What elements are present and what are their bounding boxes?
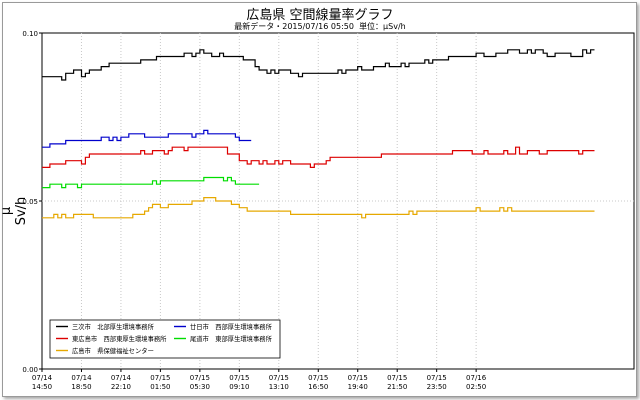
x-tick-time: 18:50	[71, 383, 91, 391]
x-tick-date: 07/15	[190, 374, 210, 382]
x-tick-date: 07/15	[269, 374, 289, 382]
x-tick-time: 19:40	[348, 383, 368, 391]
x-tick-time: 21:50	[387, 383, 407, 391]
x-tick-time: 05:30	[190, 383, 210, 391]
x-tick-time: 13:10	[269, 383, 289, 391]
y-tick-label: 0.10	[22, 30, 38, 38]
x-tick-time: 14:50	[32, 383, 52, 391]
series-line-4	[42, 176, 260, 189]
y-tick-label: 0.05	[22, 198, 38, 206]
legend-box	[49, 319, 281, 359]
series-line-2	[42, 129, 252, 148]
x-tick-date: 07/15	[308, 374, 328, 382]
series-line-3	[42, 146, 595, 168]
legend-item: 尾道市 東部厚生環境事務所	[174, 334, 273, 343]
chart-subtitle: 最新データ・2015/07/16 05:50 単位：μSv/h	[0, 21, 640, 32]
x-tick-date: 07/16	[466, 374, 487, 382]
x-tick-date: 07/14	[32, 374, 53, 382]
x-tick-date: 07/15	[387, 374, 407, 382]
x-tick-time: 22:10	[111, 383, 131, 391]
chart-title: 広島県 空間線量率グラフ	[246, 8, 394, 23]
x-tick-date: 07/15	[150, 374, 170, 382]
legend-item: 廿日市 西部厚生環境事務所	[174, 322, 273, 331]
x-tick-date: 07/15	[427, 374, 447, 382]
legend-label: 三次市 北部厚生環境事務所	[72, 322, 155, 331]
legend-item: 三次市 北部厚生環境事務所	[56, 322, 155, 331]
x-tick-date: 07/15	[348, 374, 368, 382]
legend-label: 広島市 県保健福祉センター	[72, 346, 154, 355]
legend-label: 尾道市 東部厚生環境事務所	[190, 334, 273, 343]
y-tick-label: 0.00	[22, 366, 38, 374]
legend-item: 東広島市 西部東厚生環境事務所	[56, 334, 167, 343]
x-tick-time: 01:50	[150, 383, 170, 391]
x-tick-time: 23:50	[427, 383, 447, 391]
x-tick-date: 07/14	[71, 374, 92, 382]
x-tick-time: 16:50	[308, 383, 328, 391]
plot-area	[41, 32, 635, 370]
series-line-1	[42, 49, 595, 81]
legend-item: 広島市 県保健福祉センター	[56, 346, 154, 355]
x-tick-time: 02:50	[466, 383, 486, 391]
x-tick-time: 09:10	[229, 383, 249, 391]
legend-label: 廿日市 西部厚生環境事務所	[190, 322, 273, 331]
series-line-5	[42, 197, 595, 219]
legend-label: 東広島市 西部東厚生環境事務所	[72, 334, 167, 343]
latest-data-label: 最新データ・2015/07/16 05:50	[234, 22, 354, 31]
x-tick-date: 07/14	[111, 374, 132, 382]
x-tick-date: 07/15	[229, 374, 249, 382]
unit-label: 単位：μSv/h	[359, 22, 406, 31]
